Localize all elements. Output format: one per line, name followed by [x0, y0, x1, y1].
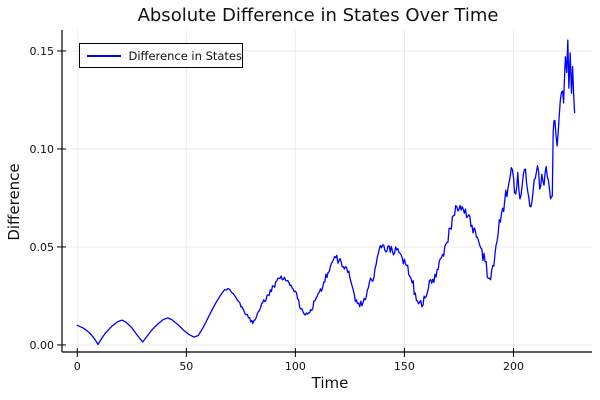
- chart-title: Absolute Difference in States Over Time: [137, 5, 499, 26]
- x-tick-label: 150: [394, 360, 415, 373]
- x-axis-label: Time: [311, 374, 349, 392]
- y-tick-label: 0.05: [30, 241, 55, 254]
- x-tick-label: 100: [285, 360, 306, 373]
- data-line: [76, 39, 576, 346]
- y-axis-label: Difference: [5, 163, 23, 241]
- x-tick-label: 200: [503, 360, 524, 373]
- y-tick-label: 0.10: [30, 143, 55, 156]
- y-tick-label: 0.00: [30, 339, 55, 352]
- legend-box: Difference in States: [79, 43, 243, 68]
- legend-series-label: Difference in States: [128, 48, 242, 63]
- x-tick-label: 50: [179, 360, 193, 373]
- legend-line-sample-icon: [87, 54, 122, 57]
- x-tick-label: 0: [74, 360, 81, 373]
- y-tick-label: 0.15: [30, 45, 55, 58]
